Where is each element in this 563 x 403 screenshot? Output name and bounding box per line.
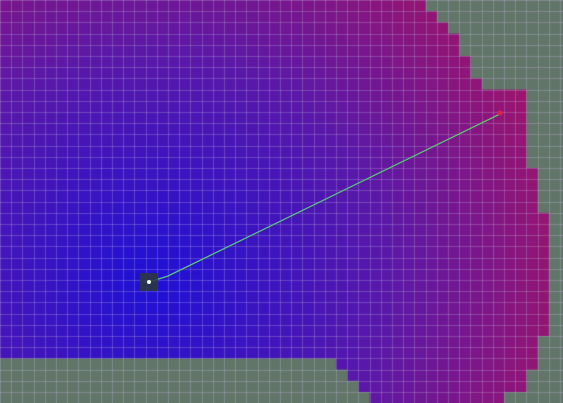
map-viewport[interactable] xyxy=(0,0,563,403)
costmap-grid[interactable] xyxy=(0,0,563,403)
